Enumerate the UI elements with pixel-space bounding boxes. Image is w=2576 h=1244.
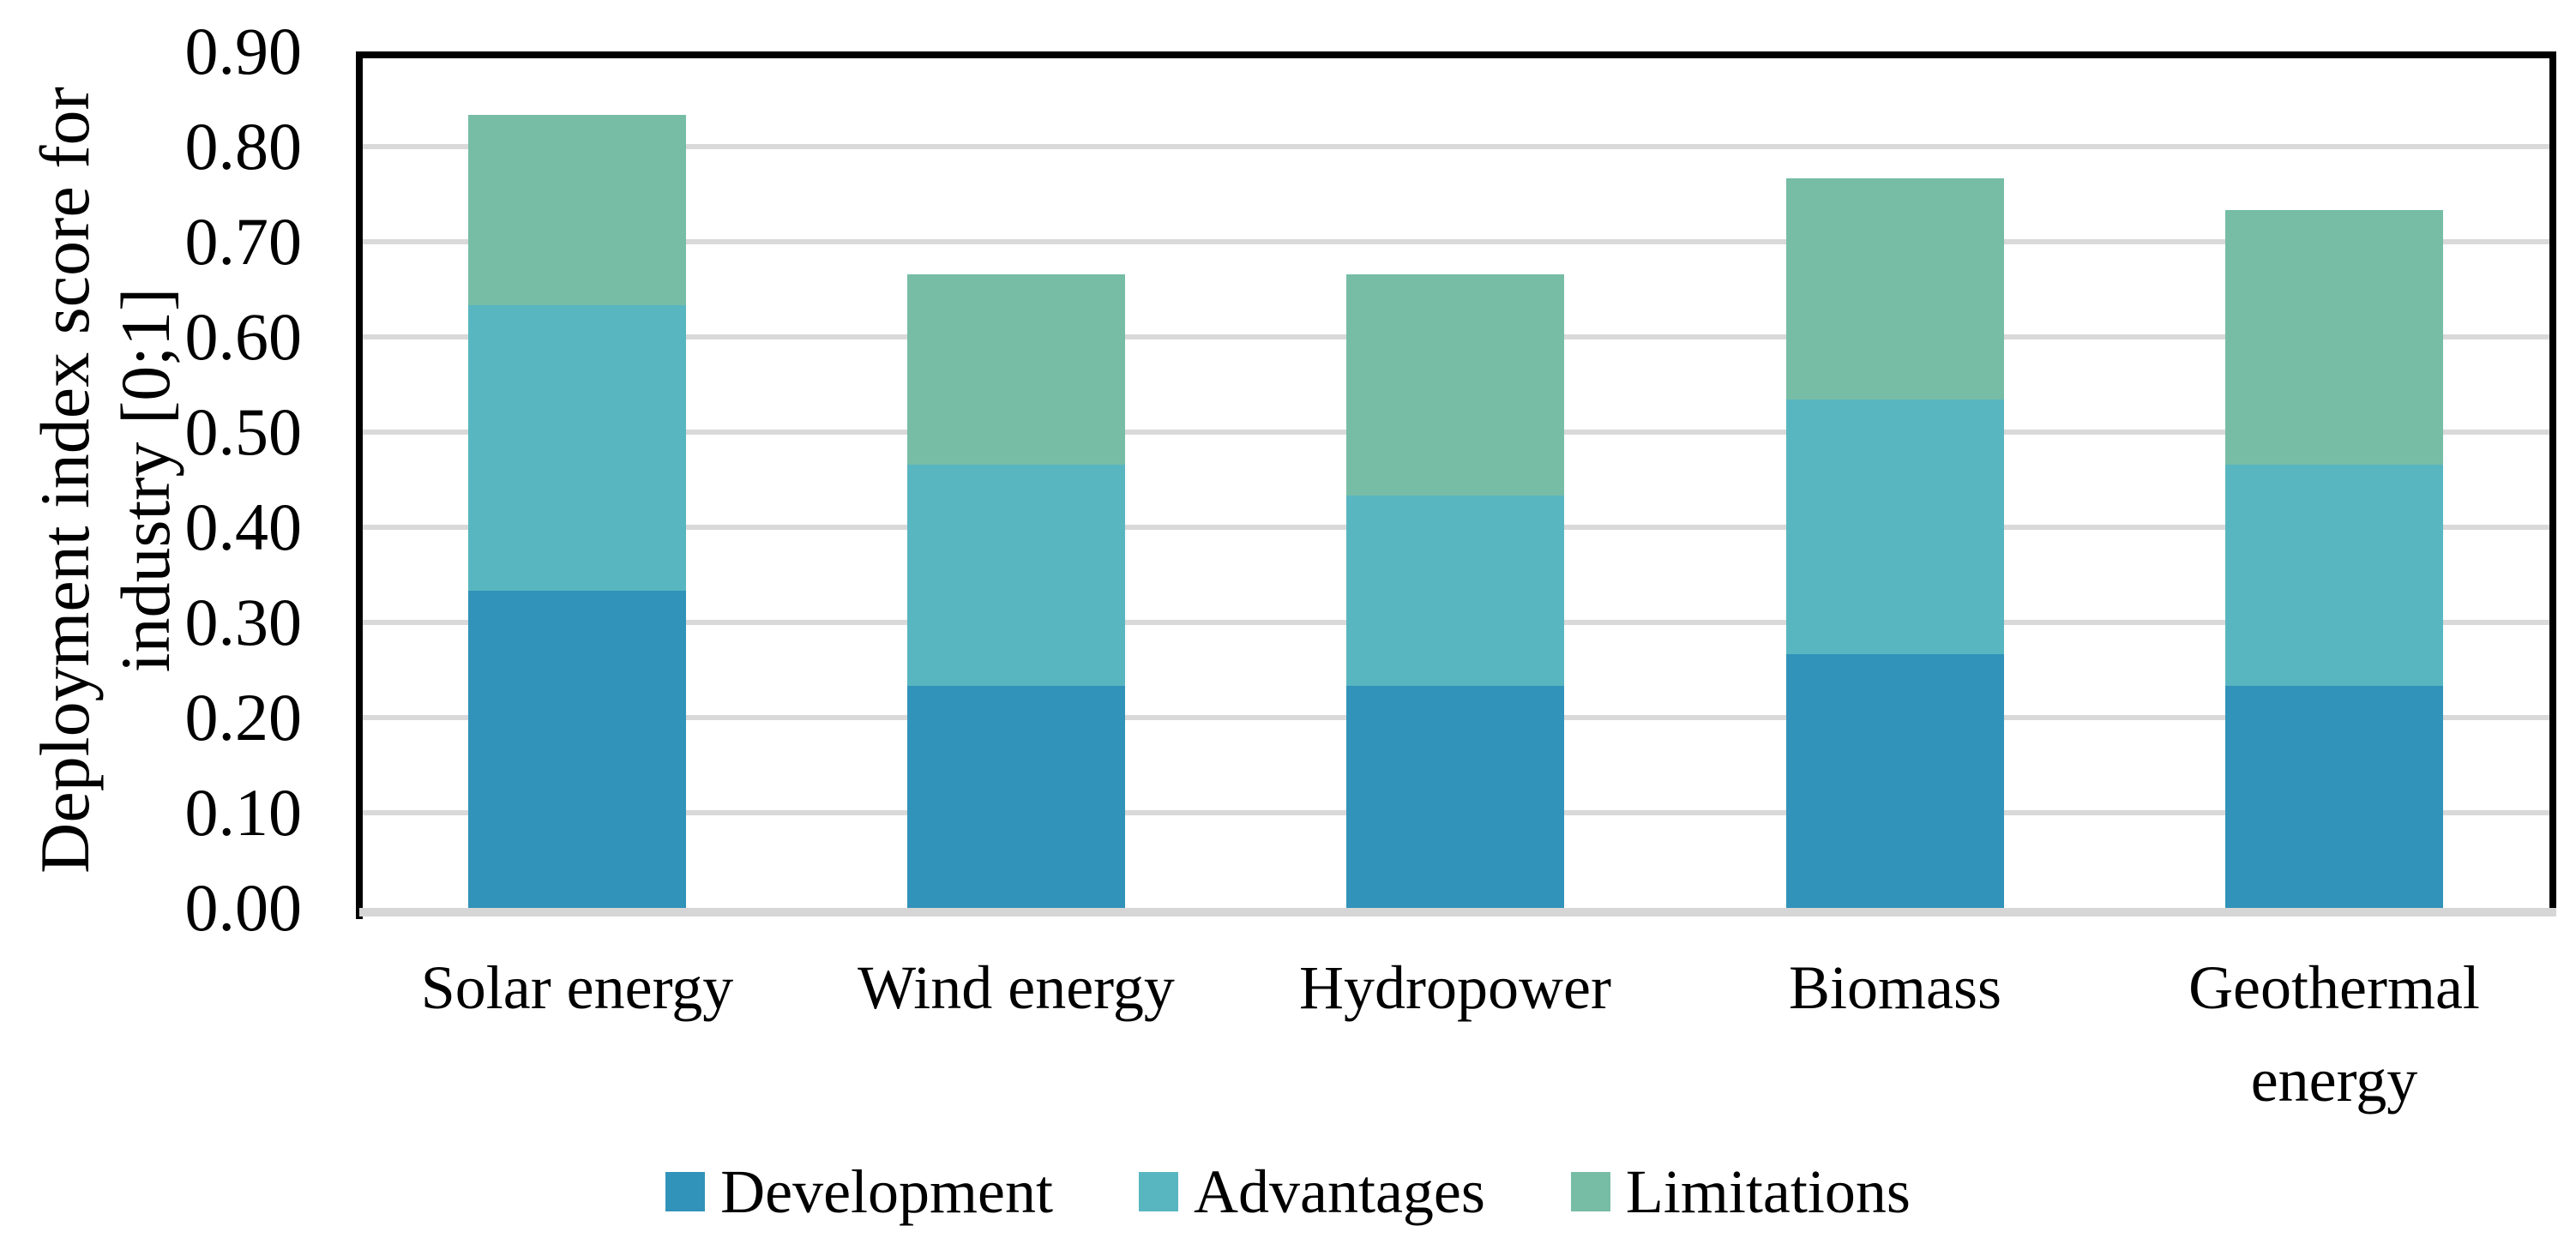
bar-solar-energy (468, 115, 686, 908)
legend-swatch-icon (1139, 1172, 1178, 1211)
legend-swatch-icon (1570, 1172, 1610, 1211)
bar-segment-limitations (1786, 178, 2004, 400)
bar-hydropower (1346, 274, 1564, 908)
bar-biomass (1786, 178, 2004, 908)
bar-segment-limitations (907, 274, 1125, 465)
bar-segment-limitations (2225, 210, 2443, 465)
y-tick-label: 0.30 (184, 585, 303, 659)
y-tick-label: 0.70 (184, 204, 303, 279)
bar-segment-development (468, 591, 686, 908)
category-label: Wind energy (858, 953, 1175, 1022)
y-tick-label: 0.60 (184, 299, 303, 374)
plot-area (359, 51, 2549, 908)
bar-segment-advantages (1346, 496, 1564, 686)
y-tick-label: 0.10 (184, 775, 303, 850)
category-label: Geothermal energy (2188, 953, 2480, 1115)
legend-label: Limitations (1625, 1157, 1911, 1226)
category-label: Hydropower (1299, 953, 1611, 1022)
y-tick-label: 0.20 (184, 680, 303, 754)
bar-segment-development (1346, 686, 1564, 908)
gridline (359, 239, 2549, 244)
plot-border-top (356, 51, 2556, 58)
bar-segment-advantages (907, 465, 1125, 686)
x-axis-line (359, 908, 2556, 916)
legend-label: Development (720, 1157, 1053, 1226)
bar-segment-development (907, 686, 1125, 908)
legend-item-limitations: Limitations (1570, 1153, 1911, 1230)
bar-geothermal-energy (2225, 210, 2443, 908)
y-tick-label: 0.50 (184, 394, 303, 469)
legend-label: Advantages (1194, 1157, 1485, 1226)
bar-segment-limitations (1346, 274, 1564, 496)
bar-wind-energy (907, 274, 1125, 908)
bar-segment-development (2225, 686, 2443, 908)
category-label: Solar energy (420, 953, 734, 1022)
bar-segment-limitations (468, 115, 686, 305)
bar-segment-advantages (2225, 465, 2443, 686)
y-tick-label: 0.00 (184, 870, 303, 945)
plot-border-right (2549, 51, 2556, 916)
legend-item-advantages: Advantages (1139, 1153, 1485, 1230)
legend-swatch-icon (665, 1172, 706, 1211)
category-label: Biomass (1788, 953, 2002, 1022)
bar-segment-advantages (468, 305, 686, 591)
y-tick-label: 0.40 (184, 490, 303, 564)
bar-segment-advantages (1786, 400, 2004, 654)
bar-segment-development (1786, 654, 2004, 908)
y-tick-label: 0.90 (184, 14, 303, 88)
legend-item-development: Development (665, 1153, 1053, 1230)
chart-legend: Development Advantages Limitations (0, 1153, 2576, 1230)
y-axis-line (356, 51, 363, 919)
y-tick-label: 0.80 (184, 109, 303, 183)
gridline (359, 144, 2549, 149)
